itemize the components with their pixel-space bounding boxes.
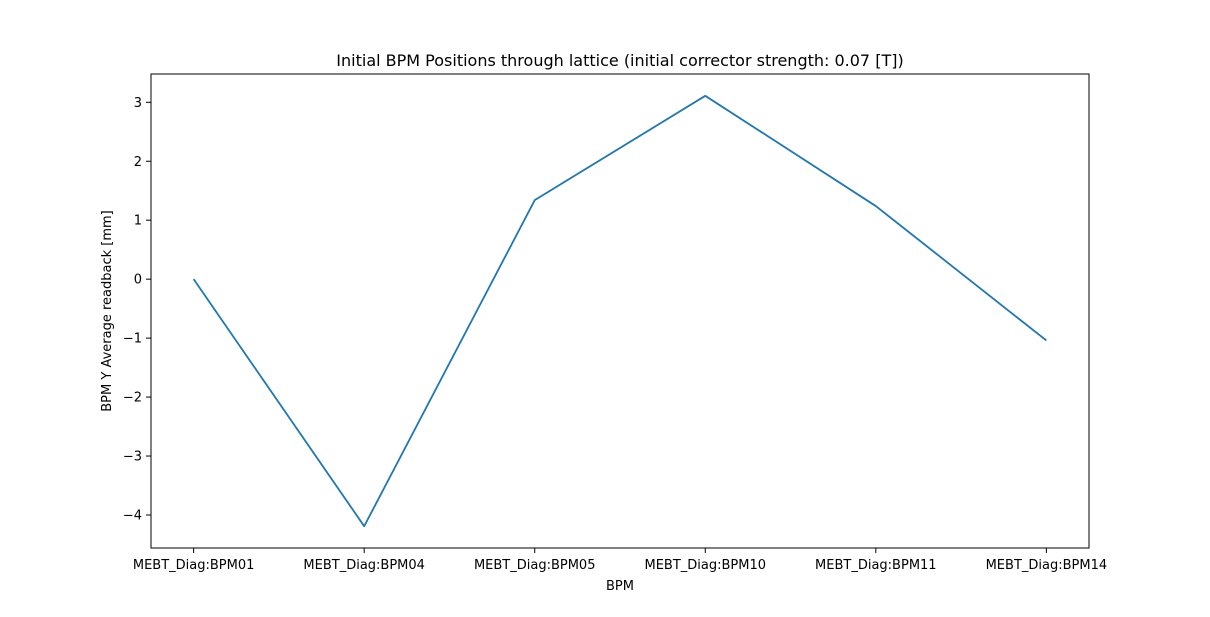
chart-title: Initial BPM Positions through lattice (i…	[336, 51, 903, 70]
x-tick-label: MEBT_Diag:BPM05	[474, 558, 596, 573]
y-tick-label: −2	[123, 391, 142, 406]
y-tick-label: 2	[134, 155, 142, 170]
y-tick-label: 1	[134, 214, 142, 229]
plot-frame	[150, 73, 1090, 549]
x-tick-label: MEBT_Diag:BPM04	[303, 558, 425, 573]
y-axis: −4 −3 −2 −1 0 1 2 3	[123, 96, 151, 523]
x-axis: MEBT_Diag:BPM01 MEBT_Diag:BPM04 MEBT_Diag:…	[133, 548, 1107, 573]
x-tick-label: MEBT_Diag:BPM11	[815, 558, 937, 573]
y-axis-label: BPM Y Average readback [mm]	[100, 210, 115, 411]
plot-area	[192, 94, 1047, 528]
series-line	[192, 94, 1047, 528]
x-tick-label: MEBT_Diag:BPM10	[645, 558, 767, 573]
x-tick-label: MEBT_Diag:BPM01	[133, 558, 255, 573]
y-tick-label: −3	[123, 450, 142, 465]
y-tick-label: −1	[123, 332, 142, 347]
x-axis-label: BPM	[606, 579, 634, 594]
y-tick-label: 0	[134, 273, 142, 288]
y-tick-label: −4	[123, 508, 142, 523]
x-tick-label: MEBT_Diag:BPM14	[986, 558, 1108, 573]
y-tick-label: 3	[134, 96, 142, 111]
